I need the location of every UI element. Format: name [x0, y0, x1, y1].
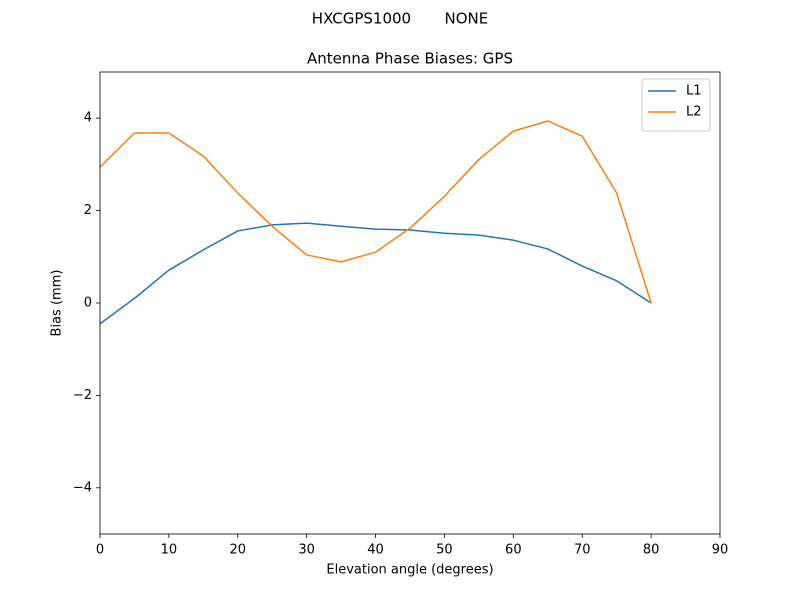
y-tick-label: 0 — [84, 296, 92, 311]
y-axis-label: Bias (mm) — [50, 270, 65, 337]
line — [99, 120, 652, 304]
suptitle: HXCGPS1000 NONE — [312, 10, 488, 28]
legend-box — [641, 78, 711, 132]
legend-label: L2 — [686, 105, 702, 120]
x-tick-label: 70 — [574, 543, 591, 558]
x-tick-label: 50 — [436, 543, 453, 558]
legend-label: L1 — [686, 84, 702, 99]
x-tick-label: 20 — [230, 543, 247, 558]
x-tick-label: 60 — [505, 543, 522, 558]
line — [99, 222, 652, 325]
y-tick-label: 2 — [84, 203, 92, 218]
x-tick-label: 40 — [367, 543, 384, 558]
x-tick-label: 80 — [643, 543, 660, 558]
y-tick-label: −4 — [73, 480, 92, 495]
x-axis-label: Elevation angle (degrees) — [326, 563, 493, 578]
x-tick-label: 90 — [712, 543, 729, 558]
y-tick-label: 4 — [84, 111, 92, 126]
axes-frame — [99, 71, 721, 535]
chart-title: Antenna Phase Biases: GPS — [307, 50, 513, 68]
x-tick-label: 30 — [298, 543, 315, 558]
x-tick-label: 10 — [161, 543, 178, 558]
x-tick-label: 0 — [96, 543, 104, 558]
y-tick-label: −2 — [73, 388, 92, 403]
